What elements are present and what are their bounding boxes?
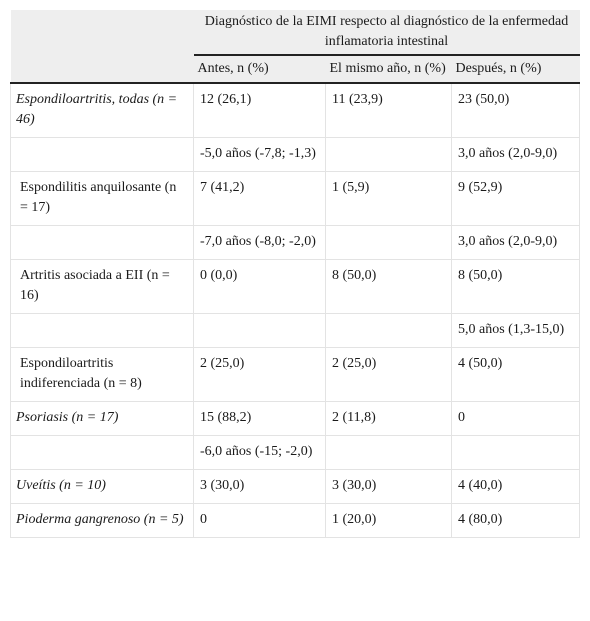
- cell-mismo-ano: [325, 435, 452, 470]
- cell-antes: [193, 313, 326, 348]
- cell-mismo-ano: 2 (25,0): [325, 347, 452, 402]
- cell-mismo-ano: 1 (20,0): [325, 503, 452, 538]
- header-empty-cell: [11, 10, 194, 83]
- cell-antes: -6,0 años (-15; -2,0): [193, 435, 326, 470]
- cell-antes: 7 (41,2): [193, 171, 326, 226]
- cell-mismo-ano: 3 (30,0): [325, 469, 452, 504]
- row-label: Psoriasis (n = 17): [10, 401, 194, 436]
- cell-mismo-ano: 1 (5,9): [325, 171, 452, 226]
- row-label: Pioderma gangrenoso (n = 5): [10, 503, 194, 538]
- table-row: -7,0 años (-8,0; -2,0) 3,0 años (2,0-9,0…: [10, 225, 581, 260]
- cell-despues: 3,0 años (2,0-9,0): [450, 225, 581, 260]
- table-row: Espondiloartritis, todas (n = 46) 12 (26…: [10, 82, 581, 138]
- cell-despues: 3,0 años (2,0-9,0): [450, 137, 581, 172]
- header-col-mismo-ano: El mismo año, n (%): [329, 61, 446, 76]
- row-label: [10, 313, 194, 348]
- header-group-label: Diagnóstico de la EIMI respecto al diagn…: [193, 10, 580, 56]
- table-row: 5,0 años (1,3-15,0): [10, 313, 581, 348]
- row-label: Espondiloartritis, todas (n = 46): [10, 82, 194, 138]
- table-row: Espondilitis anquilosante (n = 17) 7 (41…: [10, 171, 581, 226]
- row-label: [10, 435, 194, 470]
- row-label: Artritis asociada a EII (n = 16): [10, 259, 194, 314]
- cell-despues: 8 (50,0): [450, 259, 581, 314]
- cell-despues: 4 (50,0): [450, 347, 581, 402]
- table-row: Artritis asociada a EII (n = 16) 0 (0,0)…: [10, 259, 581, 314]
- cell-despues: 5,0 años (1,3-15,0): [450, 313, 581, 348]
- results-table: Diagnóstico de la EIMI respecto al diagn…: [10, 10, 581, 538]
- table-row: Psoriasis (n = 17) 15 (88,2) 2 (11,8) 0: [10, 401, 581, 436]
- row-label: Uveítis (n = 10): [10, 469, 194, 504]
- table-row: Espondiloartritis indiferenciada (n = 8)…: [10, 347, 581, 402]
- header-col-antes: Antes, n (%): [197, 61, 269, 76]
- cell-despues: 0: [450, 401, 581, 436]
- cell-mismo-ano: 11 (23,9): [325, 82, 452, 138]
- cell-mismo-ano: [325, 313, 452, 348]
- cell-mismo-ano: 8 (50,0): [325, 259, 452, 314]
- header-row-group: Diagnóstico de la EIMI respecto al diagn…: [10, 10, 580, 56]
- cell-antes: 2 (25,0): [193, 347, 326, 402]
- row-label: [10, 225, 194, 260]
- table-row: -6,0 años (-15; -2,0): [10, 435, 581, 470]
- header-col-despues: Después, n (%): [455, 61, 542, 76]
- table-row: -5,0 años (-7,8; -1,3) 3,0 años (2,0-9,0…: [10, 137, 581, 172]
- cell-despues: 23 (50,0): [450, 82, 581, 138]
- cell-despues: 4 (40,0): [450, 469, 581, 504]
- cell-mismo-ano: [325, 137, 452, 172]
- table-row: Pioderma gangrenoso (n = 5) 0 1 (20,0) 4…: [10, 503, 581, 538]
- cell-antes: 12 (26,1): [193, 82, 326, 138]
- table-row: Uveítis (n = 10) 3 (30,0) 3 (30,0) 4 (40…: [10, 469, 581, 504]
- cell-despues: [450, 435, 581, 470]
- cell-despues: 4 (80,0): [450, 503, 581, 538]
- cell-antes: -7,0 años (-8,0; -2,0): [193, 225, 326, 260]
- row-label: Espondiloartritis indiferenciada (n = 8): [10, 347, 194, 402]
- cell-despues: 9 (52,9): [450, 171, 581, 226]
- cell-antes: 15 (88,2): [193, 401, 326, 436]
- cell-mismo-ano: [325, 225, 452, 260]
- row-label: Espondilitis anquilosante (n = 17): [10, 171, 194, 226]
- cell-antes: -5,0 años (-7,8; -1,3): [193, 137, 326, 172]
- cell-antes: 3 (30,0): [193, 469, 326, 504]
- cell-antes: 0 (0,0): [193, 259, 326, 314]
- row-label: [10, 137, 194, 172]
- cell-mismo-ano: 2 (11,8): [325, 401, 452, 436]
- cell-antes: 0: [193, 503, 326, 538]
